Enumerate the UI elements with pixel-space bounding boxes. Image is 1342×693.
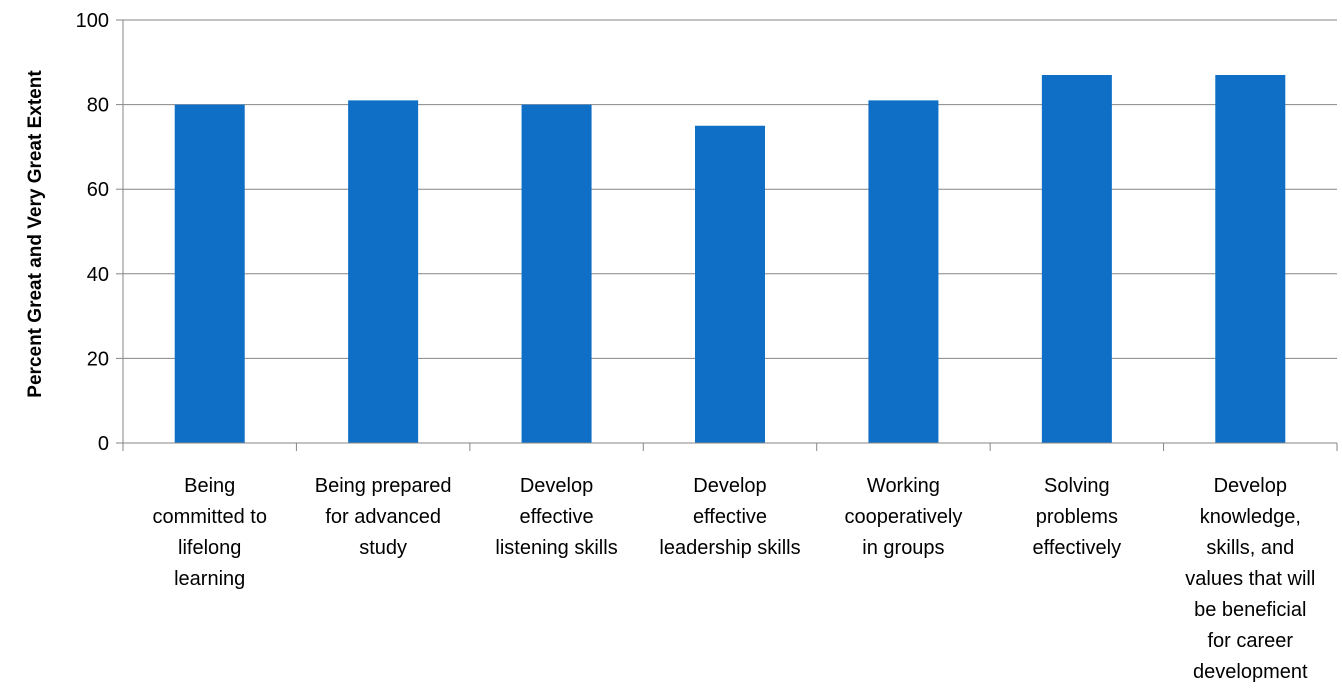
x-tick-label: Develop knowledge, skills, and values th… <box>1185 475 1316 683</box>
y-tick-label: 40 <box>87 264 109 286</box>
x-tick-label: Develop effective listening skills <box>495 475 618 559</box>
x-tick-label: Being committed to lifelong learning <box>152 475 267 590</box>
x-tick-label: Develop effective leadership skills <box>659 475 801 559</box>
bar <box>1041 74 1112 444</box>
y-tick-label: 20 <box>87 348 109 370</box>
y-tick-label: 0 <box>98 433 109 455</box>
x-tick-label: Solving problems effectively <box>1032 475 1122 559</box>
bar <box>695 125 765 443</box>
y-tick-label: 80 <box>87 95 109 117</box>
bar <box>1215 74 1286 444</box>
bar <box>174 104 245 443</box>
bar <box>348 100 419 444</box>
x-tick-label: Working cooperatively in groups <box>844 475 963 559</box>
y-tick-label: 60 <box>87 179 109 201</box>
bar <box>521 104 592 443</box>
y-tick-label: 100 <box>76 10 109 32</box>
bar <box>868 100 939 444</box>
x-tick-label: Being prepared for advanced study <box>314 475 452 559</box>
